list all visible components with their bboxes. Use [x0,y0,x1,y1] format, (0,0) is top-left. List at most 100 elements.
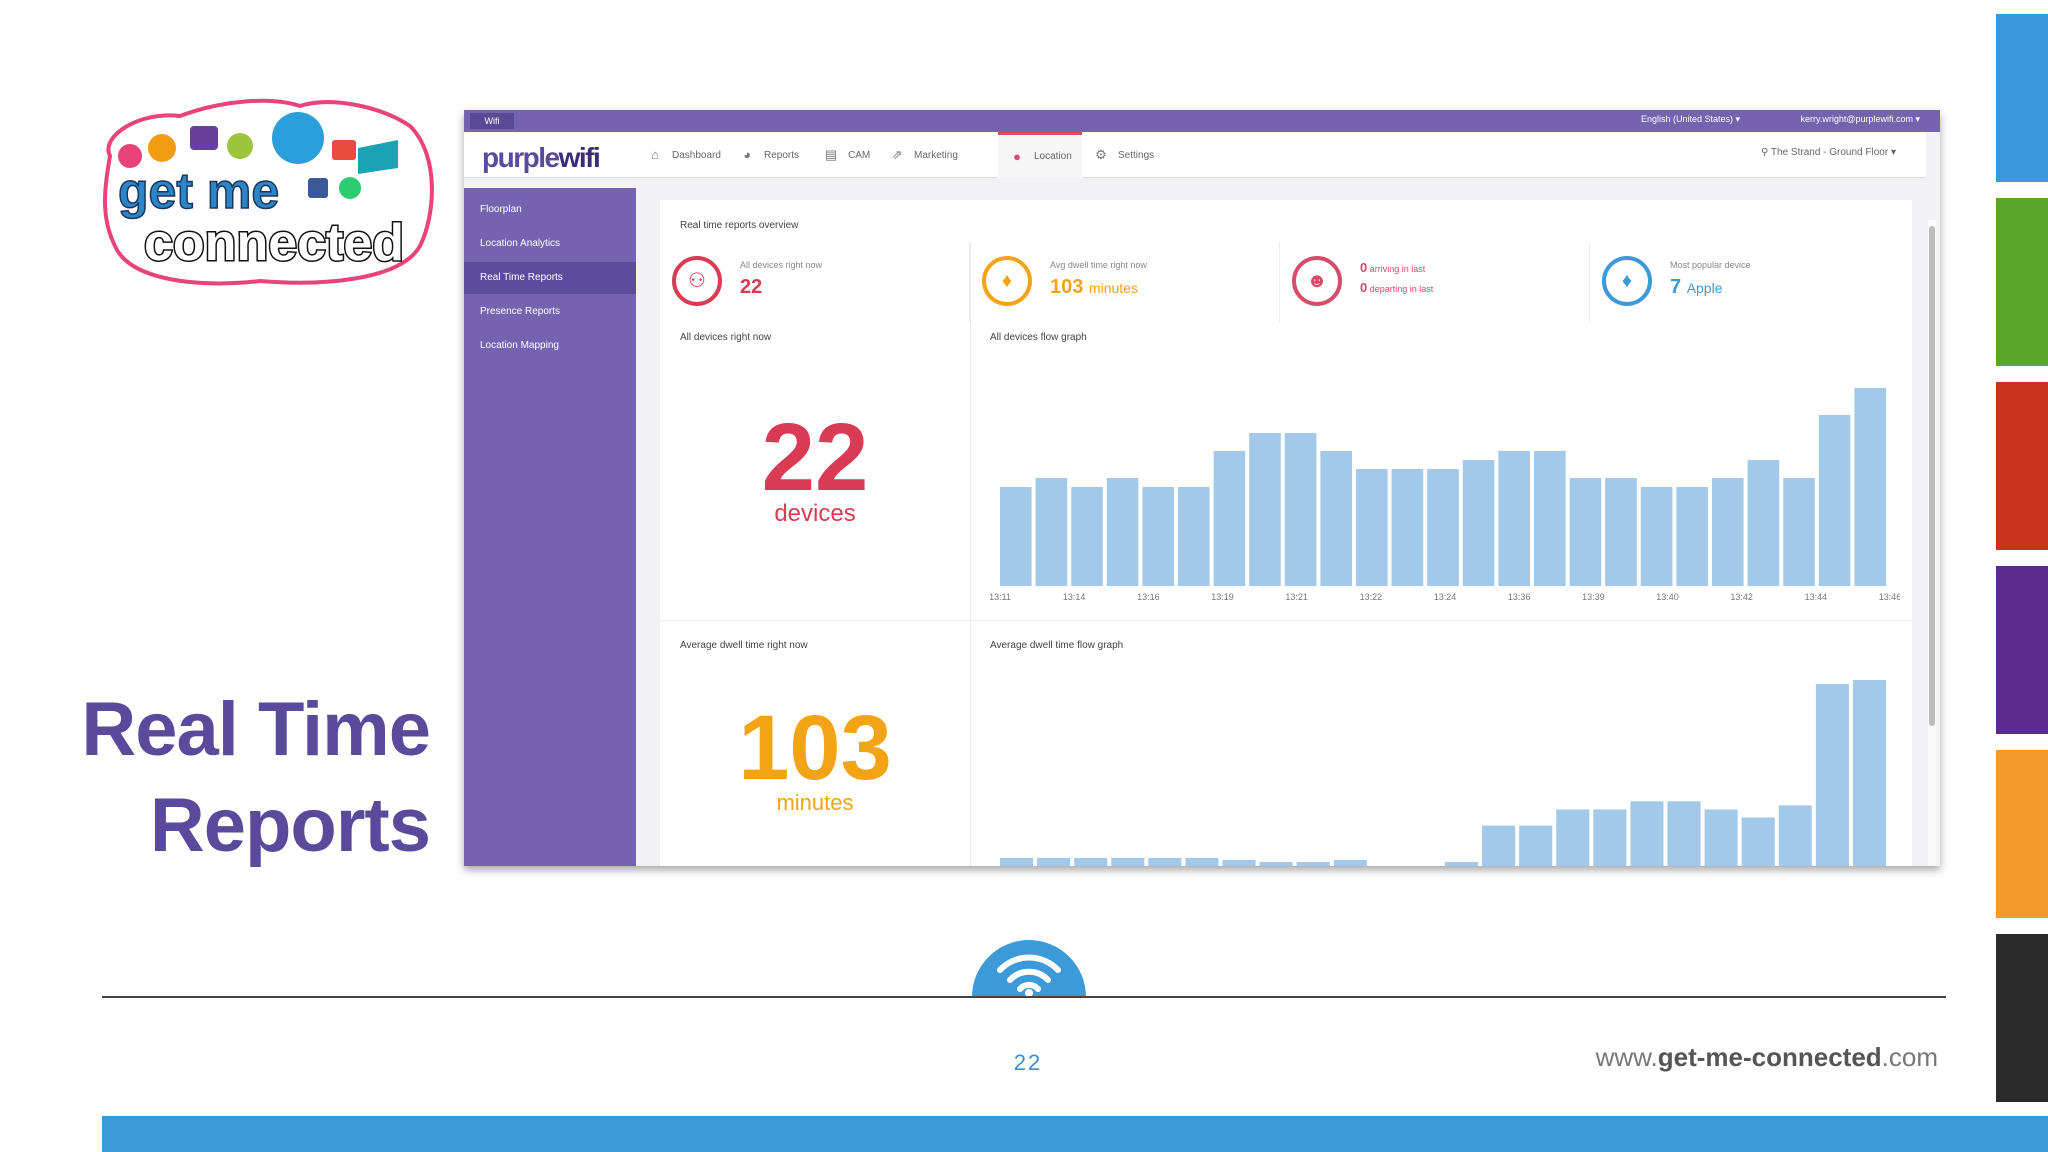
pin-icon: ⚲ [1760,147,1771,158]
kpi-arrivals-row: 0 arriving in last [1360,260,1426,275]
chart-bar[interactable] [1185,857,1219,866]
chart-bar[interactable] [1259,861,1293,866]
chart-bar[interactable] [1593,809,1627,866]
chart-bar[interactable] [1427,469,1459,586]
x-tick-label: 13:19 [1211,592,1234,602]
chart-bar[interactable] [1462,460,1495,586]
chart-bar[interactable] [1445,861,1479,866]
chart-bar[interactable] [1783,478,1815,586]
x-tick-label: 13:22 [1360,592,1383,602]
kpi-label: Avg dwell time right now [1050,260,1147,270]
chart-bar[interactable] [1676,487,1708,586]
x-tick-label: 13:36 [1508,592,1531,602]
chart-bar[interactable] [1296,861,1330,866]
color-strip [1996,382,2048,550]
color-strip [1996,14,2048,182]
scrollbar[interactable] [1928,220,1936,866]
kpi-value: 22 [740,276,763,298]
panel-title-dwell-flow: Average dwell time flow graph [990,640,1124,651]
page-number: 22 [1013,1050,1043,1075]
color-strip [1996,934,2048,1102]
chart-bar[interactable] [1222,859,1256,866]
chart-bar[interactable] [1035,478,1068,586]
chart-bar[interactable] [1854,388,1886,586]
chart-bar[interactable] [1605,478,1637,586]
sidebar-item-location-mapping[interactable]: Location Mapping [480,340,559,351]
chart-bar[interactable] [1284,433,1317,586]
chart-bar[interactable] [1037,857,1071,866]
sidebar-item-location-analytics[interactable]: Location Analytics [480,238,561,249]
chart-bar[interactable] [1569,478,1602,586]
x-tick-label: 13:39 [1582,592,1605,602]
chart-bar[interactable] [1815,684,1849,866]
chart-bar[interactable] [1320,451,1352,586]
topbar-tag[interactable]: Wifi [470,113,514,129]
x-tick-label: 13:24 [1434,592,1457,602]
chart-bar[interactable] [1106,478,1139,586]
sidebar-item-presence-reports[interactable]: Presence Reports [480,306,561,317]
app-navbar: purplewifi ⌂ Dashboard ◕ Reports ▤ CAM ⇗ Mar… [464,132,1926,178]
user-menu[interactable]: kerry.wright@purplewifi.com ▾ [1800,114,1920,124]
chart-bar[interactable] [1074,857,1108,866]
x-tick-label: 13:44 [1805,592,1828,602]
chart-bar[interactable] [1498,451,1530,586]
devices-unit: devices [774,500,856,527]
scrollbar-thumb[interactable] [1929,226,1935,726]
sidebar-item-real-time-reports[interactable]: Real Time Reports [464,262,636,294]
chart-bar[interactable] [1640,487,1673,586]
x-tick-label: 13:40 [1656,592,1679,602]
chart-bar[interactable] [1534,451,1566,586]
chart-bar[interactable] [1356,469,1388,586]
kpi-dwell: ♦ Avg dwell time right now 103 minutes [970,242,1280,322]
chart-bar[interactable] [1148,857,1182,866]
chart-bar[interactable] [1704,809,1738,866]
nav-location[interactable]: ● Location [998,132,1082,178]
dwell-value: 103 [738,697,892,799]
sidebar-item-floorplan[interactable]: Floorplan [480,204,522,215]
chart-bar[interactable] [1519,825,1553,866]
language-selector[interactable]: English (United States) ▾ [1640,114,1740,124]
kpi-label: Most popular device [1670,260,1751,270]
chart-bar[interactable] [1111,857,1145,866]
chart-bar[interactable] [1071,487,1103,586]
footer-url[interactable]: www.get-me-connected.com [1595,1042,1938,1072]
chart-bar[interactable] [1391,469,1424,586]
kpi-label: All devices right now [740,260,823,270]
chart-bar[interactable] [1556,809,1590,866]
color-strip [1996,750,2048,918]
chart-bar[interactable] [1142,487,1174,586]
nav-dashboard[interactable]: ⌂ Dashboard [646,132,726,178]
chart-bar[interactable] [1213,451,1246,586]
chart-bar[interactable] [1712,478,1744,586]
x-tick-label: 13:16 [1137,592,1160,602]
chart-bar[interactable] [1852,680,1886,866]
kpi-popular-device: ♦ Most popular device 7 Apple [1590,242,1900,322]
chart-bar[interactable] [1818,415,1851,586]
location-selector[interactable]: ⚲ The Strand - Ground Floor ▾ [1760,147,1896,158]
logo-text-line1: get me [118,163,279,219]
purplewifi-logo[interactable]: purplewifi [482,142,601,173]
person-icon: ☻ [1292,256,1342,306]
wifi-icon [972,940,1086,997]
chart-bar[interactable] [1778,805,1812,866]
app-topbar: Wifi English (United States) ▾ kerry.wri… [464,110,1940,132]
app-screenshot: Wifi English (United States) ▾ kerry.wri… [464,110,1940,866]
nav-reports[interactable]: ◕ Reports [738,132,812,178]
nav-cam[interactable]: ▤ CAM [822,132,878,178]
nav-marketing[interactable]: ⇗ Marketing [888,132,970,178]
chart-bar[interactable] [1630,801,1664,866]
people-icon: ⚇ [672,256,722,306]
chart-bar[interactable] [1333,859,1367,866]
chart-bar[interactable] [1000,487,1032,586]
chart-bar[interactable] [1741,817,1775,866]
x-tick-label: 13:14 [1063,592,1086,602]
x-tick-label: 13:11 [990,592,1011,602]
chart-bar[interactable] [1667,801,1701,866]
nav-settings[interactable]: ⚙ Settings [1092,132,1172,178]
overview-title: Real time reports overview [680,220,799,231]
chart-bar[interactable] [1747,460,1780,586]
chart-bar[interactable] [1482,825,1516,866]
chart-bar[interactable] [1000,857,1034,866]
chart-bar[interactable] [1249,433,1281,586]
chart-bar[interactable] [1178,487,1210,586]
